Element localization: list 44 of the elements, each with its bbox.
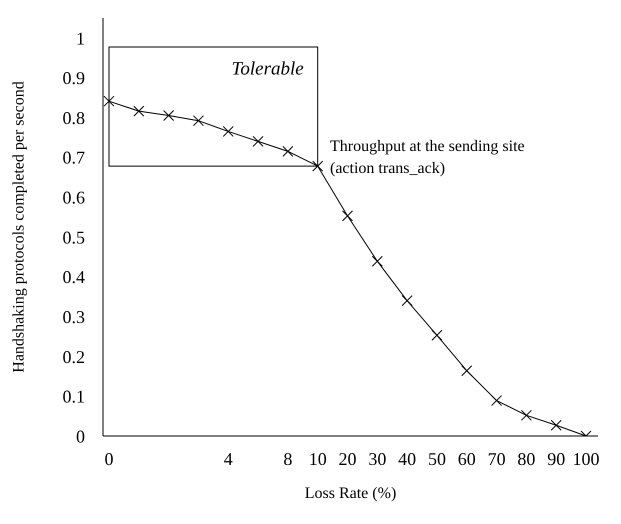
- point: [550, 420, 562, 431]
- y-axis-title: Handshaking protocols completed per second: [10, 81, 28, 373]
- y-tick-label: 0.4: [62, 267, 85, 288]
- y-tick-label: 0.1: [62, 386, 85, 407]
- x-tick-label: 30: [368, 448, 386, 469]
- y-tick-label: 0: [76, 426, 85, 446]
- x-tick-label: 40: [398, 448, 416, 469]
- y-tick-label: 0.5: [62, 227, 85, 248]
- x-tick-label: 4: [224, 448, 233, 469]
- x-tick-label: 70: [488, 448, 506, 469]
- series-label: Throughput at the sending site (action trans_ack): [330, 137, 526, 179]
- x-axis-title: Loss Rate (%): [304, 485, 396, 502]
- x-tick-label: 60: [458, 448, 476, 469]
- point: [222, 126, 234, 137]
- x-tick-label: 90: [547, 448, 566, 469]
- x-tick-label: 8: [283, 448, 292, 469]
- x-tick-label: 80: [517, 448, 536, 469]
- point: [133, 106, 144, 117]
- y-tick-label: 0.7: [62, 148, 85, 168]
- point: [402, 295, 413, 306]
- point: [491, 395, 502, 406]
- point: [163, 110, 174, 122]
- y-tick-label: 0.9: [62, 68, 85, 88]
- x-tick-label: 20: [338, 448, 356, 469]
- point: [312, 160, 324, 172]
- y-tick-label: 0.3: [62, 306, 85, 327]
- point: [461, 365, 472, 376]
- x-tick-label: 50: [428, 448, 446, 469]
- y-tick-label: 0.2: [62, 346, 85, 367]
- x-tick-label: 10: [308, 448, 327, 469]
- x-tick-label: 0: [104, 448, 114, 469]
- point: [192, 115, 204, 126]
- band-label: Tolerable: [232, 58, 304, 80]
- point: [431, 330, 442, 341]
- point: [104, 96, 114, 107]
- y-tick-label: 0.8: [62, 108, 85, 128]
- y-tick-label: 1: [76, 28, 85, 48]
- x-tick-label: 100: [572, 448, 600, 469]
- point: [282, 146, 294, 157]
- y-tick-label: 0.6: [62, 188, 85, 208]
- point: [520, 410, 532, 421]
- point: [372, 256, 383, 267]
- point: [252, 136, 264, 147]
- point: [342, 210, 353, 222]
